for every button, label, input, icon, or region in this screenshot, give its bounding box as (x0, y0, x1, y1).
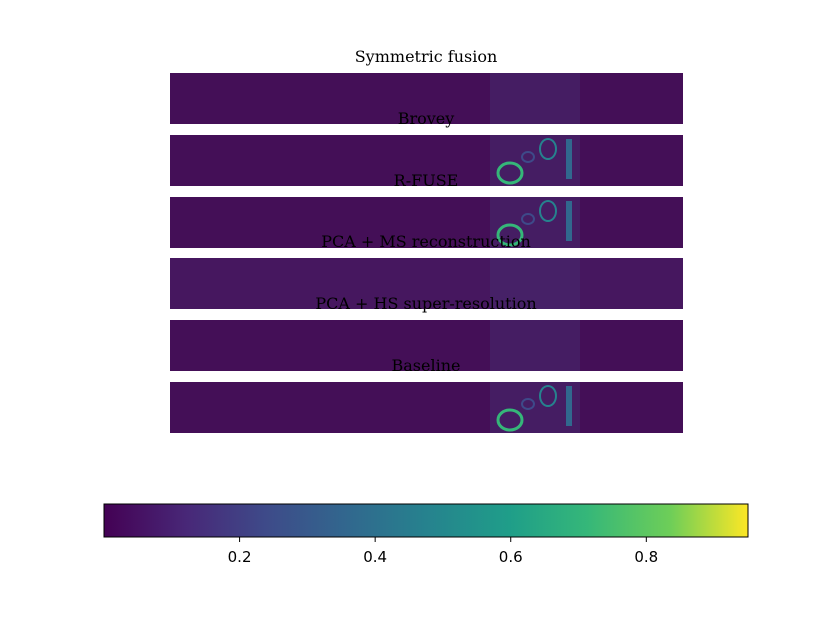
feature (521, 151, 535, 163)
panel-title: R-FUSE (394, 171, 459, 190)
colorbar (103, 503, 749, 538)
image-panel (170, 197, 683, 248)
texture (490, 320, 580, 371)
feature (566, 201, 572, 241)
feature (496, 223, 524, 247)
feature (566, 139, 572, 179)
texture (490, 258, 580, 309)
feature (539, 385, 557, 407)
image-panel (170, 73, 683, 124)
panel-title: Brovey (398, 109, 455, 128)
image-panel (170, 382, 683, 433)
texture (490, 135, 580, 186)
tick-label: 0.6 (499, 548, 523, 566)
feature (539, 138, 557, 160)
tick-label: 0.2 (228, 548, 252, 566)
feature (539, 200, 557, 222)
tick-label: 0.4 (363, 548, 387, 566)
image-panel (170, 320, 683, 371)
feature (566, 386, 572, 426)
feature (521, 398, 535, 410)
panel-title: PCA + MS reconstruction (321, 232, 531, 251)
panel-title: PCA + HS super-resolution (315, 294, 536, 313)
texture (490, 197, 580, 248)
feature (521, 213, 535, 225)
panel-title: Baseline (392, 356, 461, 375)
feature (496, 408, 524, 432)
tick-label: 0.8 (634, 548, 658, 566)
texture (490, 382, 580, 433)
image-panel (170, 258, 683, 309)
feature (496, 161, 524, 185)
image-panel (170, 135, 683, 186)
texture (490, 73, 580, 124)
figure-title: Symmetric fusion (355, 47, 498, 66)
